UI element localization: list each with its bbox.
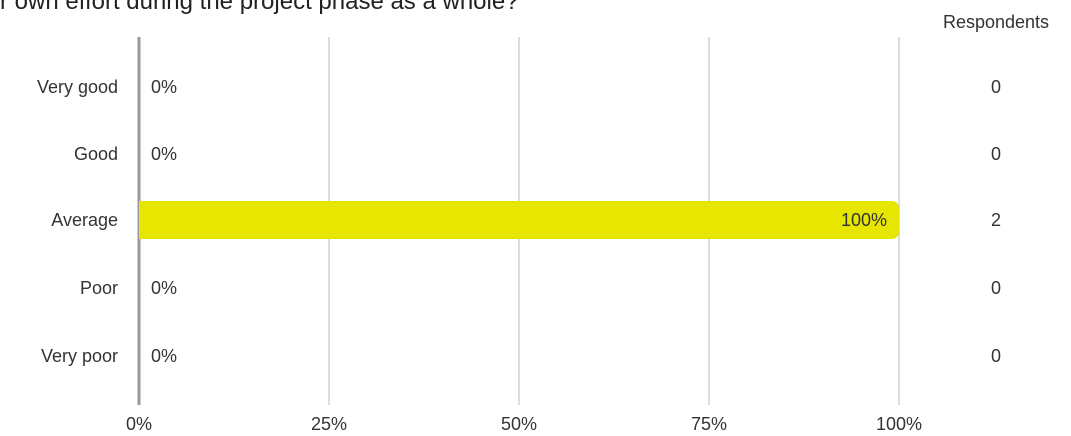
respondents-count: 0: [991, 346, 1001, 366]
bar: [139, 201, 899, 239]
respondents-count: 0: [991, 77, 1001, 97]
x-tick-label: 50%: [501, 414, 537, 434]
x-tick-label: 100%: [876, 414, 922, 434]
x-tick-label: 75%: [691, 414, 727, 434]
x-tick-label: 25%: [311, 414, 347, 434]
respondents-count: 0: [991, 278, 1001, 298]
x-tick-label: 0%: [126, 414, 152, 434]
value-label: 0%: [151, 144, 177, 164]
value-label: 0%: [151, 77, 177, 97]
category-label: Average: [51, 210, 118, 230]
respondents-count: 2: [991, 210, 1001, 230]
value-label: 0%: [151, 278, 177, 298]
value-label: 100%: [841, 210, 887, 230]
category-label: Poor: [80, 278, 118, 298]
value-label: 0%: [151, 346, 177, 366]
respondents-header: Respondents: [943, 12, 1049, 32]
labels: 0% 25% 50% 75% 100% Respondents Very good 0% 0 Go…: [37, 12, 1049, 434]
respondents-count: 0: [991, 144, 1001, 164]
category-label: Very good: [37, 77, 118, 97]
bars: [139, 201, 899, 239]
category-label: Good: [74, 144, 118, 164]
chart-title: r own effort during the project phase as…: [0, 0, 519, 15]
category-label: Very poor: [41, 346, 118, 366]
